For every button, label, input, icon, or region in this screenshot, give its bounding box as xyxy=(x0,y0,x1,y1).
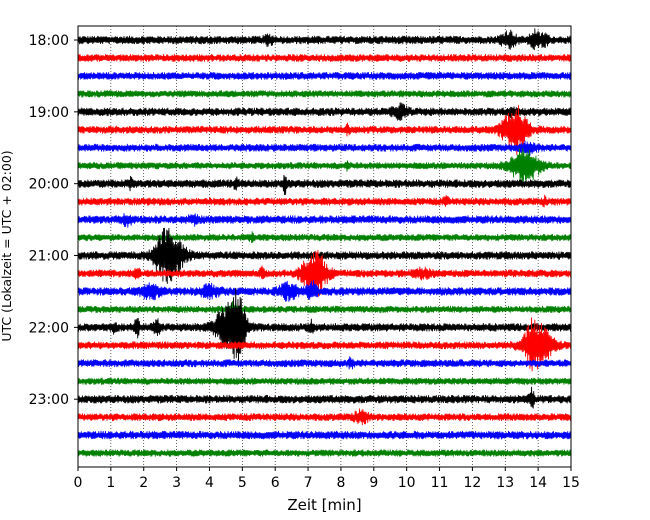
trace-line xyxy=(77,317,572,372)
y-tick-label: 22:00 xyxy=(29,320,69,336)
x-axis-label: Zeit [min] xyxy=(287,496,361,514)
y-tick-label: 23:00 xyxy=(29,392,69,408)
y-tick-label: 19:00 xyxy=(29,105,69,121)
x-tick-label: 4 xyxy=(205,475,214,491)
trace-line xyxy=(77,194,572,208)
trace-line xyxy=(77,386,572,409)
trace-line xyxy=(77,90,572,98)
trace-line xyxy=(77,287,572,365)
x-tick-label: 6 xyxy=(271,475,280,491)
trace-line xyxy=(77,356,572,370)
plot-frame xyxy=(77,25,572,468)
trace-line xyxy=(77,377,572,385)
trace-line xyxy=(77,148,572,185)
trace-line xyxy=(77,104,572,155)
x-tick-label: 9 xyxy=(369,475,378,491)
y-axis-ticks: 18:00 19:00 20:00 21:00 22:00 23:00 xyxy=(29,33,78,408)
x-tick-label: 7 xyxy=(304,475,313,491)
y-tick-label: 20:00 xyxy=(29,177,69,193)
x-tick-label: 8 xyxy=(336,475,345,491)
trace-line xyxy=(77,53,572,62)
trace-line xyxy=(77,140,572,157)
x-tick-label: 3 xyxy=(172,475,181,491)
trace-group xyxy=(77,28,572,457)
y-axis-label: UTC (Lokalzeit = UTC + 02:00) xyxy=(0,150,14,341)
trace-line xyxy=(77,227,572,284)
x-tick-label: 0 xyxy=(74,475,83,491)
x-tick-label: 12 xyxy=(463,475,481,491)
trace-line xyxy=(77,408,572,426)
trace-line xyxy=(77,231,572,243)
x-tick-label: 15 xyxy=(562,475,580,491)
x-tick-label: 13 xyxy=(496,475,514,491)
trace-line xyxy=(77,28,572,51)
trace-line xyxy=(77,213,572,228)
trace-line xyxy=(77,430,572,440)
x-tick-label: 14 xyxy=(529,475,547,491)
trace-line xyxy=(77,449,572,457)
trace-line xyxy=(77,174,572,196)
y-tick-label: 18:00 xyxy=(29,33,69,49)
x-tick-label: 2 xyxy=(139,475,148,491)
x-tick-label: 11 xyxy=(431,475,449,491)
x-tick-label: 10 xyxy=(398,475,416,491)
trace-line xyxy=(77,300,572,319)
trace-line xyxy=(77,250,572,297)
x-tick-label: 1 xyxy=(106,475,115,491)
trace-line xyxy=(77,71,572,80)
x-axis-ticks: 0 1 2 3 4 5 6 7 8 9 10 11 12 13 14 15 xyxy=(74,467,580,491)
y-tick-label: 21:00 xyxy=(29,249,69,265)
trace-line xyxy=(77,102,572,121)
trace-line xyxy=(77,280,572,302)
x-tick-label: 5 xyxy=(238,475,247,491)
